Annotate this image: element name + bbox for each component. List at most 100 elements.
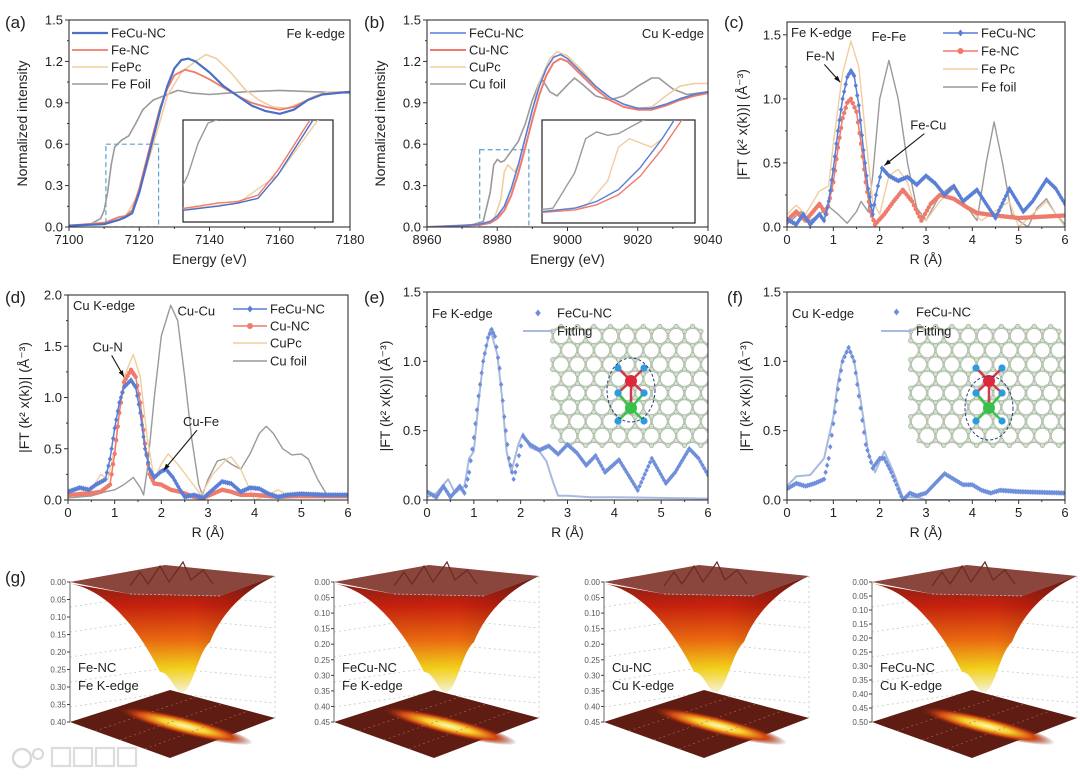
grid-line xyxy=(603,667,700,683)
data-point xyxy=(1042,179,1047,186)
data-point xyxy=(794,221,799,227)
data-point xyxy=(1046,178,1051,185)
data-point xyxy=(914,493,919,499)
carbon-atom xyxy=(624,352,630,358)
grid-line xyxy=(164,667,276,679)
data-point xyxy=(828,187,833,194)
series-line-cu-foil xyxy=(68,304,348,499)
data-point xyxy=(838,367,844,374)
data-point xyxy=(840,96,845,102)
data-point xyxy=(492,333,498,340)
carbon-atom xyxy=(932,380,939,387)
data-point xyxy=(195,493,200,499)
data-point xyxy=(802,213,808,220)
grid-line xyxy=(428,642,540,654)
z-tick-label: 0.35 xyxy=(314,687,330,696)
surface-top xyxy=(70,565,275,596)
data-point xyxy=(485,334,491,341)
carbon-atom xyxy=(932,342,939,349)
y-tick-label: 0.0 xyxy=(45,220,63,235)
data-point xyxy=(823,211,828,217)
carbon-atom xyxy=(566,385,572,391)
carbon-atom xyxy=(1006,366,1013,372)
carbon-atom xyxy=(1015,437,1021,444)
z-tick-label: 0.40 xyxy=(50,718,66,727)
legend-marker-circle xyxy=(247,323,253,329)
data-point xyxy=(1008,188,1014,195)
nitrogen-atom xyxy=(972,389,980,397)
y-tick-label: 0.0 xyxy=(763,220,781,235)
carbon-atom xyxy=(1031,371,1037,377)
carbon-atom xyxy=(607,352,613,358)
data-point xyxy=(843,105,848,111)
data-point xyxy=(835,386,841,392)
data-point xyxy=(888,173,893,180)
data-point xyxy=(574,450,580,456)
z-tick-label: 0.05 xyxy=(852,592,868,601)
carbon-atom xyxy=(550,357,556,363)
legend-label: CuPc xyxy=(270,336,302,351)
carbon-atom xyxy=(640,342,646,349)
data-point xyxy=(620,463,625,469)
data-point xyxy=(141,433,146,440)
data-point xyxy=(578,455,583,461)
carbon-atom xyxy=(1023,442,1029,448)
carbon-atom xyxy=(681,385,688,391)
data-point xyxy=(481,358,486,365)
data-point xyxy=(889,469,894,476)
carbon-atom xyxy=(698,414,704,420)
nitrogen-atom xyxy=(640,364,648,372)
carbon-atom xyxy=(990,357,996,363)
carbon-atom xyxy=(924,366,930,372)
carbon-atom xyxy=(941,385,947,391)
plot-area xyxy=(787,40,1065,227)
data-point xyxy=(1039,184,1044,191)
data-point xyxy=(563,443,568,450)
panel-d: (d) 0 1 2 3 4 5 6 0.0 0.5 1.0 1.5 2.0 R (Å) |FT (k² x(… xyxy=(5,288,352,541)
data-point xyxy=(109,445,114,452)
legend-label: FeCu-NC xyxy=(270,302,325,317)
lattice-ring xyxy=(559,424,579,447)
lattice-ring xyxy=(641,424,662,447)
carbon-atom xyxy=(957,357,963,363)
data-point xyxy=(524,437,529,444)
carbon-atom xyxy=(1031,437,1037,444)
panel-f: (f) 0 1 2 3 4 5 6 0.0 0.5 1.0 1.5 R (Å) |FT (k² x(k))… xyxy=(727,285,1069,541)
data-point xyxy=(921,215,926,220)
carbon-atom xyxy=(924,385,930,391)
data-point xyxy=(929,177,934,184)
data-point xyxy=(855,92,860,99)
carbon-atom xyxy=(681,357,688,363)
surface-top xyxy=(872,565,1077,596)
x-tick-label: 0 xyxy=(783,505,790,520)
data-point xyxy=(951,183,956,189)
carbon-atom xyxy=(965,371,971,377)
data-point xyxy=(851,358,857,365)
carbon-atom xyxy=(566,366,572,372)
data-point xyxy=(687,445,692,452)
z-tick-label: 0.10 xyxy=(50,613,66,622)
data-point xyxy=(125,380,130,387)
carbon-atom xyxy=(607,428,613,434)
data-point xyxy=(163,466,169,473)
surface-edge-label: Cu K-edge xyxy=(880,678,942,693)
data-point xyxy=(913,206,919,212)
surface-peaks xyxy=(931,560,1016,587)
data-point xyxy=(951,476,956,482)
z-tick-label: 0.05 xyxy=(50,596,66,605)
carbon-atom xyxy=(949,352,955,358)
carbon-atom xyxy=(681,414,688,420)
data-point xyxy=(479,370,484,376)
data-point xyxy=(245,485,251,492)
data-point xyxy=(870,211,875,217)
data-point xyxy=(841,110,847,116)
carbon-atom xyxy=(566,328,572,334)
carbon-atom xyxy=(558,409,564,415)
carbon-atom xyxy=(916,352,922,358)
carbon-atom xyxy=(648,357,655,363)
z-tick-label: 0.05 xyxy=(314,594,330,603)
carbon-atom xyxy=(690,352,696,358)
x-tick-label: 1 xyxy=(830,505,837,520)
carbon-atom xyxy=(583,366,589,372)
carbon-atom xyxy=(1056,328,1062,334)
